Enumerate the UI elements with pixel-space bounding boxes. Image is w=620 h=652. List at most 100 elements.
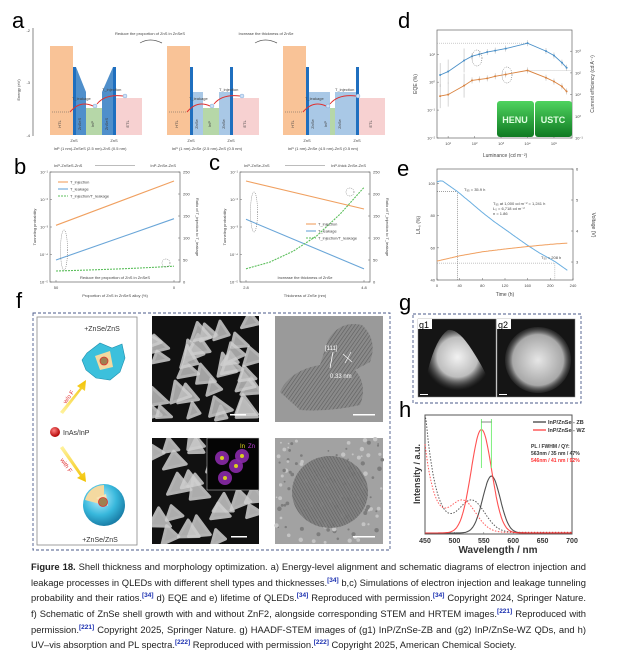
noise-grain (285, 501, 290, 506)
x-axis-label: Luminance (cd m⁻²) (483, 153, 528, 159)
caption-text: Shell thickness and morphology optimizat… (31, 561, 586, 588)
annotation: T₉₅ at 1,000 cd m⁻² = 1,241 h (493, 201, 545, 206)
noise-grain (360, 461, 365, 466)
annotation: L₀ = 6,718 cd m⁻² (493, 206, 525, 211)
axis-indicator-circle (161, 258, 171, 268)
haadf-image-g2: g2 (496, 318, 576, 398)
noise-grain (376, 444, 380, 447)
nanocrystal (152, 349, 171, 365)
y-right-tick-label: 200 (183, 192, 190, 197)
noise-grain (347, 458, 349, 461)
y-tick-label: 10⁻⁵ (40, 280, 49, 285)
eds-label-zn: Zn (248, 444, 255, 450)
pl-stats: 546nm / 41 nm / 92% (531, 458, 580, 464)
series-line-0 (55, 180, 175, 226)
x-tick-label: 450 (419, 538, 431, 545)
noise-grain (288, 449, 292, 452)
reference-citation: [222] (175, 639, 191, 647)
series-line-0 (245, 180, 365, 210)
injection-arrow-icon (329, 95, 357, 105)
top-structure-label: InP-ZnSe-ZnS (244, 163, 270, 168)
noise-grain (364, 508, 368, 512)
chart-d: 10¹ 10² 10³ 10⁴ 10⁵ 10⁻² 10⁻¹ 10⁰ 10¹ 10⁻¹ 10⁰ 10¹ 1… (413, 29, 596, 159)
htl-band (167, 46, 190, 135)
noise-grain (375, 510, 378, 513)
noise-grain (331, 527, 337, 532)
y-right-tick-label: 100 (373, 236, 380, 241)
noise-grain (290, 472, 295, 477)
scale-bar (420, 394, 428, 395)
nanocrystal (188, 476, 212, 501)
x-tick-label: 500 (449, 538, 461, 545)
noise-grain (327, 450, 330, 452)
scale-bar (499, 394, 507, 395)
band-diagram: T_leakage T_injection HTL ZnSe InP ZnSe ETL ZnS… (167, 46, 259, 151)
noise-grain (274, 523, 279, 528)
injection-label: T_injection (335, 87, 354, 92)
data-point (447, 70, 450, 73)
x-axis-label: Wavelength / nm (458, 545, 537, 556)
x-tick-label: 2.8 (243, 285, 249, 290)
data-point (565, 90, 568, 93)
zns-barrier (230, 67, 233, 135)
y-right-axis-label: Ratio of T_injection to T_leakage (385, 198, 390, 257)
y-tick-label: 10¹ (429, 52, 435, 57)
y-tick: -4 (26, 133, 30, 138)
device-logo-text: HENU (502, 115, 528, 125)
y-right-tick-label: 150 (183, 214, 190, 219)
legend-label: InP/ZnSe - WZ (548, 428, 586, 434)
panel-label-d: d (398, 8, 410, 33)
legend-label: T_leakage (70, 187, 89, 192)
etl-band (359, 98, 385, 135)
nanocrystal (176, 360, 201, 380)
layer-label: InP (207, 121, 212, 127)
noise-grain (346, 440, 351, 445)
x-tick-label: 50 (54, 285, 59, 290)
noise-grain (363, 511, 368, 516)
figure-18: a d b c e f g h Energy (eV) -2 -3 -4 Red… (12, 8, 596, 556)
core-label: InAs/InP (63, 430, 90, 437)
y-tick-label: 10⁻³ (40, 225, 49, 230)
noise-grain (345, 447, 348, 450)
nanocrystal (176, 518, 201, 539)
structure-caption: InP (1 nm)-ZnSeS (2.5 nm)-ZnS (0.5 nm) (54, 146, 128, 151)
y-axis-label: EQE (%) (413, 74, 419, 94)
x-tick-label: 10³ (498, 141, 504, 146)
nanocrystal (210, 528, 227, 544)
noise-grain (278, 461, 281, 464)
axis-indicator-ellipse (471, 49, 483, 67)
top-shell-label: +ZnSe/ZnS (84, 326, 120, 333)
noise-grain (278, 496, 283, 501)
x-tick-label: 120 (502, 283, 509, 288)
reference-citation: [221] (78, 623, 95, 631)
y-right-tick-label: 150 (373, 214, 380, 219)
layer-label: ZnSeS (77, 118, 82, 131)
core-band (86, 108, 102, 135)
noise-grain (323, 540, 327, 544)
irregular-shell-particle-icon (81, 342, 126, 381)
layer-label: ZnSe (310, 118, 315, 128)
data-point (526, 69, 529, 72)
plot-frame (436, 29, 573, 139)
top-structure-label: InP-ZnSe-ZnS (150, 163, 176, 168)
noise-grain (361, 522, 366, 527)
layer-label: ETL (242, 120, 247, 128)
shell-band (309, 92, 330, 135)
noise-grain (299, 462, 304, 466)
noise-grain (283, 480, 286, 483)
lattice-spacing-label: 0.33 nm (330, 374, 352, 380)
nanocrystal (189, 321, 213, 343)
x-tick-label: 700 (566, 538, 578, 545)
t50-guide (437, 262, 556, 280)
legend-label: T_injection/T_leakage (70, 194, 110, 199)
data-point (552, 80, 555, 83)
leakage-label: T_leakage (189, 96, 208, 101)
noise-grain (362, 438, 368, 443)
y-right-tick-label: 10³ (575, 49, 581, 54)
haadf-image-g1: g1 (417, 318, 497, 398)
data-point (463, 84, 466, 87)
annotation: n = 1.86 (493, 211, 508, 216)
noise-grain (280, 503, 284, 507)
caption-text: d) EQE and e) lifetime of QLEDs. (153, 592, 297, 604)
